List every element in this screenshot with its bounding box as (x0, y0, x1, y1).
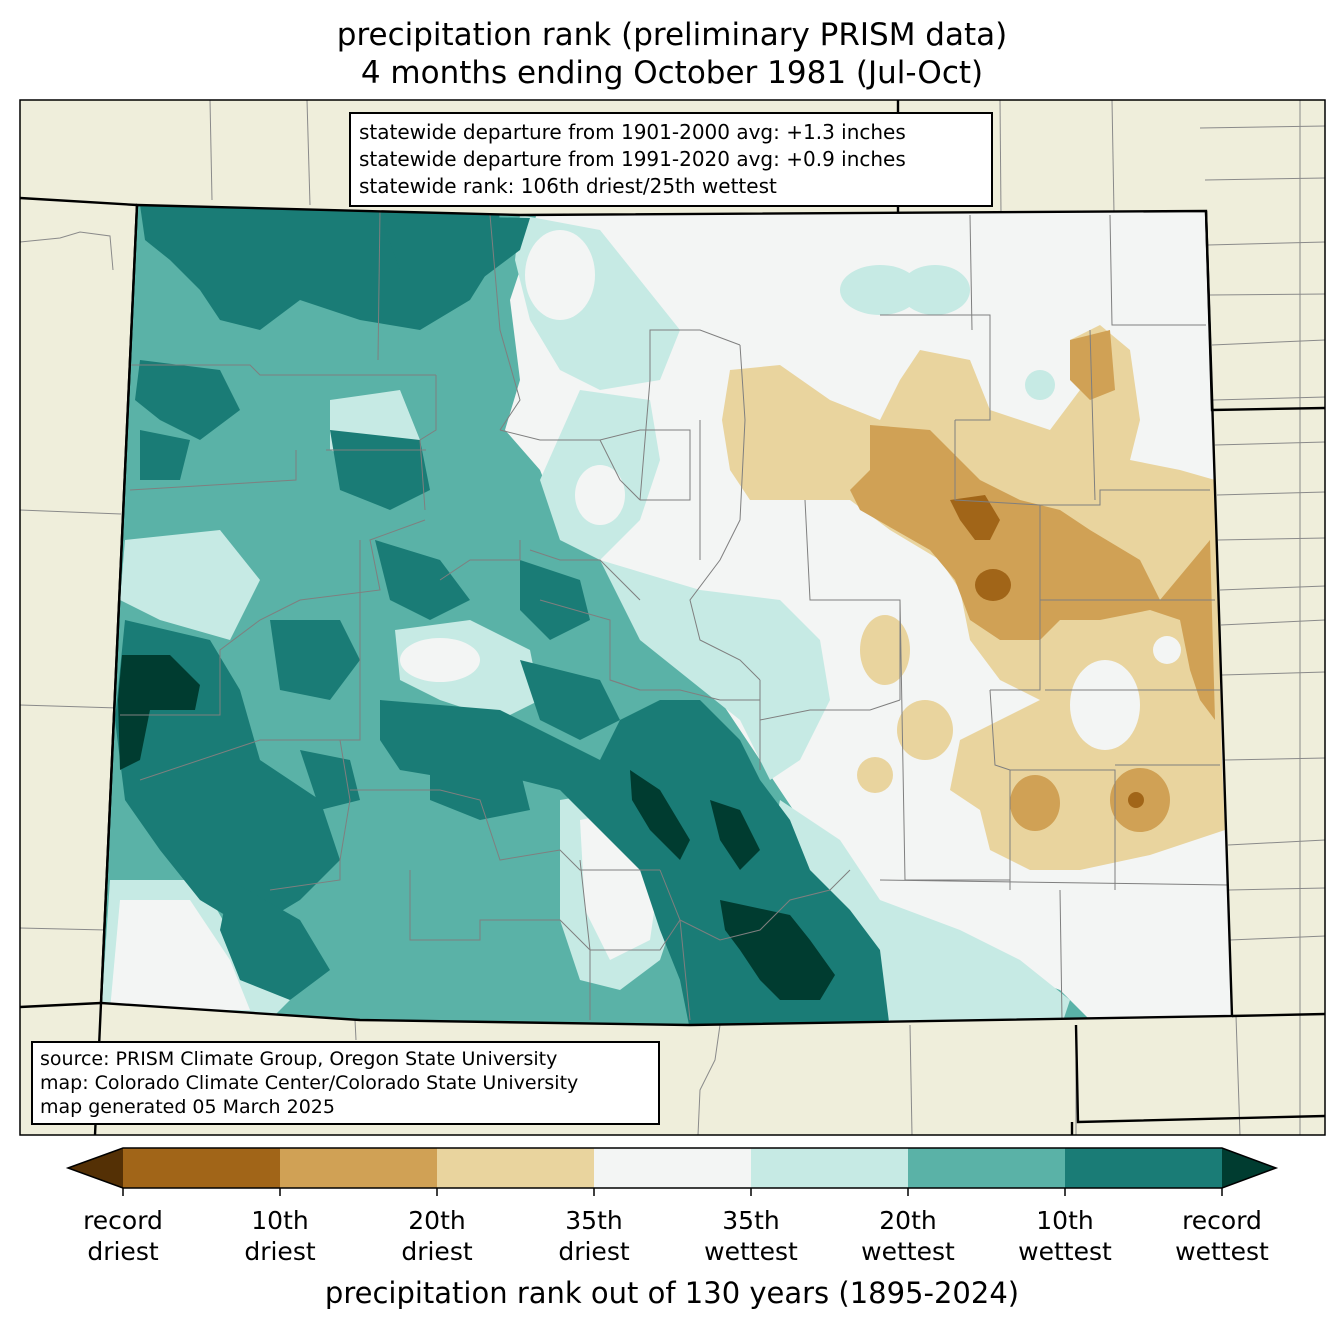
neighbor-county-lines (20, 100, 1325, 1135)
stats-line-2: statewide departure from 1991-2020 avg: … (359, 147, 906, 171)
colorbar-tick-label: record driest (43, 1205, 203, 1267)
colorbar-title: precipitation rank out of 130 years (189… (324, 1276, 1020, 1310)
colorbar-segment (751, 1148, 908, 1188)
colorbar-tick-label: record wettest (1142, 1205, 1302, 1267)
colorbar-tick-label: 35th driest (514, 1205, 674, 1267)
colorbar-tick-label-line2: wettest (1175, 1237, 1269, 1266)
colorbar (65, 1147, 1279, 1196)
statewide-stats-box: statewide departure from 1901-2000 avg: … (349, 112, 993, 207)
map-title-line-2: 4 months ending October 1981 (Jul-Oct) (360, 55, 984, 91)
colorbar-tick-label: 10th driest (200, 1205, 360, 1267)
precipitation-field (101, 205, 1232, 1025)
colorbar-tick-label-line1: 35th (565, 1206, 623, 1235)
colorbar-tick-label-line2: driest (401, 1237, 473, 1266)
colorbar-tick-label: 20th wettest (828, 1205, 988, 1267)
colorbar-segment (594, 1148, 751, 1188)
colorbar-segment (437, 1148, 594, 1188)
county-boundaries (120, 209, 1231, 1021)
colorbar-tick-label-line1: 35th (722, 1206, 780, 1235)
colorbar-segment (123, 1148, 280, 1188)
stats-line-1: statewide departure from 1901-2000 avg: … (359, 120, 906, 144)
colorbar-tick-label-line2: driest (244, 1237, 316, 1266)
colorbar-tick-label-line2: wettest (704, 1237, 798, 1266)
colorbar-tick-label-line2: wettest (1018, 1237, 1112, 1266)
colorbar-tick-label-line2: wettest (861, 1237, 955, 1266)
map-frame (19, 99, 1326, 1136)
colorbar-tick-label: 20th driest (357, 1205, 517, 1267)
colorbar-tick-label-line1: record (83, 1206, 163, 1235)
colorbar-segment (280, 1148, 437, 1188)
colorbar-tick-label-line1: record (1182, 1206, 1262, 1235)
colorbar-extend-wettest (1222, 1148, 1276, 1188)
colorbar-segment (908, 1148, 1065, 1188)
colorbar-segment (1065, 1148, 1222, 1188)
colorado-state-border (99, 203, 1234, 1027)
colorbar-tick-label-line1: 10th (251, 1206, 309, 1235)
colorbar-tick-label-line2: driest (558, 1237, 630, 1266)
colorbar-tick-label-line1: 20th (408, 1206, 466, 1235)
colorbar-tick-label-line2: driest (87, 1237, 159, 1266)
source-line-1: source: PRISM Climate Group, Oregon Stat… (40, 1048, 558, 1070)
source-box: source: PRISM Climate Group, Oregon Stat… (31, 1041, 660, 1125)
source-line-3: map generated 05 March 2025 (40, 1096, 335, 1118)
map-title-line-1: precipitation rank (preliminary PRISM da… (336, 17, 1008, 53)
colorbar-tick-label-line1: 20th (879, 1206, 937, 1235)
colorbar-tick-label: 35th wettest (671, 1205, 831, 1267)
source-line-2: map: Colorado Climate Center/Colorado St… (40, 1072, 579, 1094)
colorbar-tick-label: 10th wettest (985, 1205, 1145, 1267)
colorbar-extend-driest (68, 1148, 123, 1188)
stats-line-3: statewide rank: 106th driest/25th wettes… (359, 174, 777, 198)
colorbar-tick-label-line1: 10th (1036, 1206, 1094, 1235)
